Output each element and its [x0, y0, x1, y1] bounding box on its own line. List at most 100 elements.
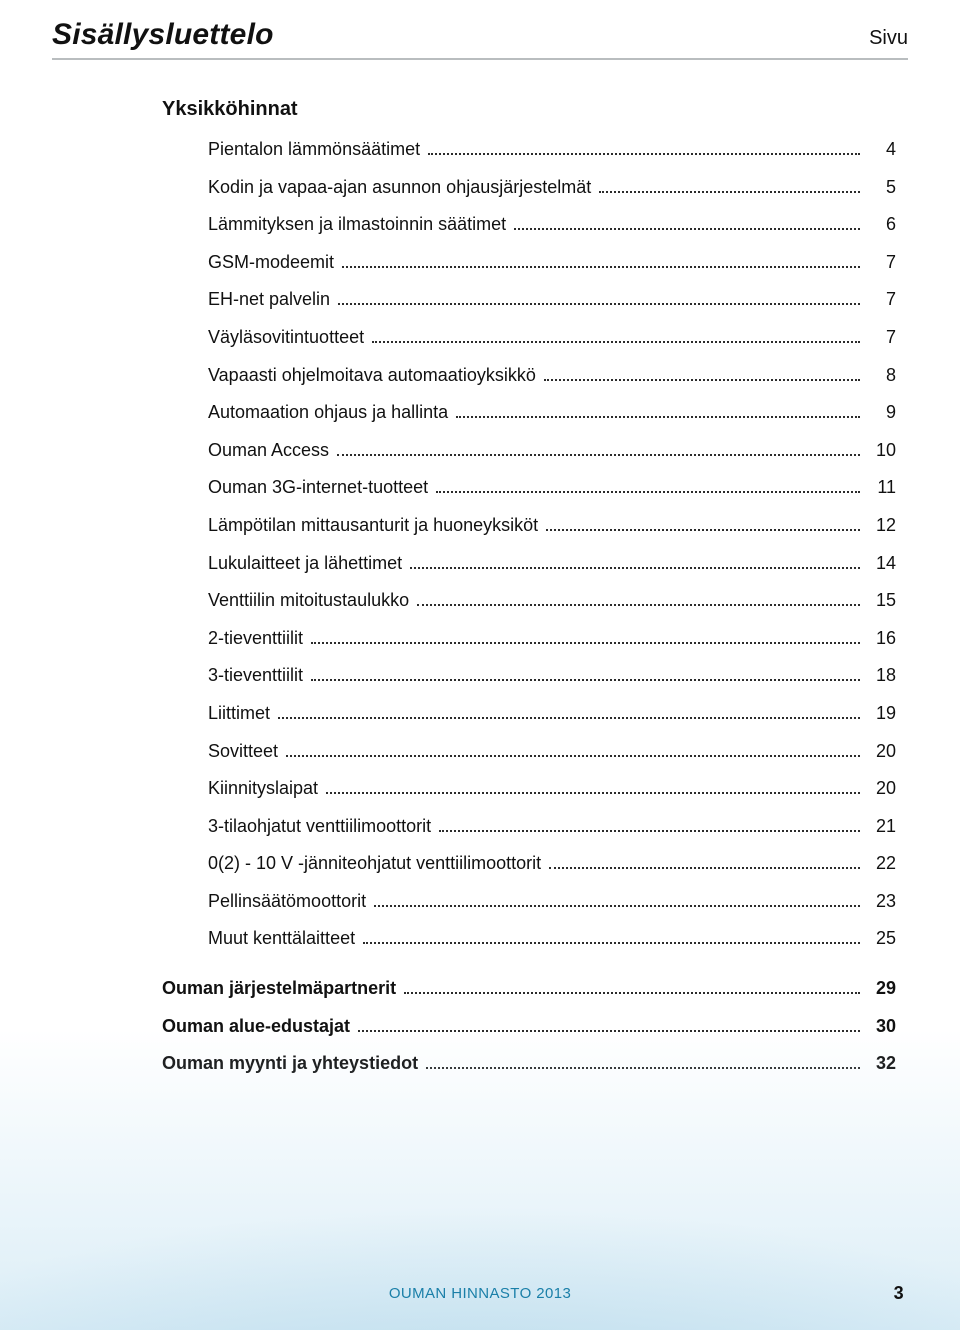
toc-dot-leader: [549, 857, 860, 869]
toc-entry: Liittimet 19: [208, 703, 896, 725]
toc-dot-leader: [544, 369, 860, 381]
toc-dot-leader: [599, 181, 860, 193]
toc-entry-label: Pientalon lämmönsäätimet: [208, 139, 420, 161]
toc-entry-label: Kodin ja vapaa-ajan asunnon ohjausjärjes…: [208, 177, 591, 199]
toc-entry: Lukulaitteet ja lähettimet 14: [208, 553, 896, 575]
toc-entry-label: EH-net palvelin: [208, 289, 330, 311]
toc-entry-page: 7: [868, 252, 896, 274]
toc-entry-label: 0(2) - 10 V -jänniteohjatut venttiilimoo…: [208, 853, 541, 875]
toc-entry: Kiinnityslaipat 20: [208, 778, 896, 800]
toc-entry-label: Ouman Access: [208, 440, 329, 462]
toc-entry-label: Väyläsovitintuotteet: [208, 327, 364, 349]
toc-entry-page: 18: [868, 665, 896, 687]
toc-entry-page: 11: [868, 477, 896, 499]
toc-dot-leader: [337, 444, 860, 456]
toc-entry-page: 7: [868, 289, 896, 311]
toc-entry-label: Venttiilin mitoitustaulukko: [208, 590, 409, 612]
toc-entry: GSM-modeemit 7: [208, 252, 896, 274]
toc-entry: Kodin ja vapaa-ajan asunnon ohjausjärjes…: [208, 177, 896, 199]
toc-entry-page: 22: [868, 853, 896, 875]
toc-dot-leader: [374, 895, 860, 907]
toc-dot-leader: [439, 820, 860, 832]
toc-entry-page: 5: [868, 177, 896, 199]
toc-entry-label: Automaation ohjaus ja hallinta: [208, 402, 448, 424]
toc-dot-leader: [426, 1057, 860, 1069]
toc-dot-leader: [436, 481, 860, 493]
toc-entry: Pellinsäätömoottorit 23: [208, 891, 896, 913]
toc-entry: Vapaasti ohjelmoitava automaatioyksikkö 8: [208, 365, 896, 387]
toc-entry-page: 15: [868, 590, 896, 612]
toc-entry-label: 3-tilaohjatut venttiilimoottorit: [208, 816, 431, 838]
toc-dot-leader: [372, 331, 860, 343]
toc-dot-leader: [338, 293, 860, 305]
toc-entry-page: 19: [868, 703, 896, 725]
toc-entry-label: 2-tieventtiilit: [208, 628, 303, 650]
toc-entry: Ouman Access 10: [208, 440, 896, 462]
toc-dot-leader: [311, 669, 860, 681]
toc-entry-page: 32: [868, 1053, 896, 1075]
toc-dot-leader: [404, 982, 860, 994]
toc-entry-page: 7: [868, 327, 896, 349]
toc-dot-leader: [546, 519, 860, 531]
toc-entry: 3-tieventtiilit 18: [208, 665, 896, 687]
toc-entry-page: 30: [868, 1016, 896, 1038]
toc-entry-label: Ouman alue-edustajat: [162, 1016, 350, 1038]
toc-dot-leader: [417, 594, 860, 606]
section-heading: Yksikköhinnat: [162, 98, 896, 121]
toc-dot-leader: [342, 256, 860, 268]
toc-entry-page: 10: [868, 440, 896, 462]
footer: OUMAN HINNASTO 2013 3: [0, 1285, 960, 1302]
toc-dot-leader: [428, 143, 860, 155]
toc-entry: 3-tilaohjatut venttiilimoottorit 21: [208, 816, 896, 838]
toc-entry-page: 20: [868, 741, 896, 763]
toc-entry-label: Pellinsäätömoottorit: [208, 891, 366, 913]
toc-entry-page: 6: [868, 214, 896, 236]
toc-entry-page: 9: [868, 402, 896, 424]
toc-entry: Muut kenttälaitteet25: [208, 928, 896, 950]
toc-entry-page: 8: [868, 365, 896, 387]
toc-entry-page: 12: [868, 515, 896, 537]
toc-entry-label: Ouman myynti ja yhteystiedot: [162, 1053, 418, 1075]
toc-entry: Pientalon lämmönsäätimet4: [208, 139, 896, 161]
toc-entry-page: 23: [868, 891, 896, 913]
toc-entry-page: 16: [868, 628, 896, 650]
toc-entry: Venttiilin mitoitustaulukko 15: [208, 590, 896, 612]
toc-entry: Ouman myynti ja yhteystiedot 32: [162, 1053, 896, 1075]
toc-content: Yksikköhinnat Pientalon lämmönsäätimet4 K…: [52, 60, 908, 1075]
toc-entry: Väyläsovitintuotteet 7: [208, 327, 896, 349]
toc-entry: 2-tieventtiilit 16: [208, 628, 896, 650]
toc-entry: EH-net palvelin 7: [208, 289, 896, 311]
toc-entry-label: Kiinnityslaipat: [208, 778, 318, 800]
toc-entry-label: Ouman 3G-internet-tuotteet: [208, 477, 428, 499]
page-column-label: Sivu: [869, 27, 908, 50]
toc-entry-label: Liittimet: [208, 703, 270, 725]
toc-dot-leader: [358, 1020, 860, 1032]
toc-entry-page: 29: [868, 978, 896, 1000]
toc-dot-leader: [363, 933, 860, 945]
toc-entry-label: Vapaasti ohjelmoitava automaatioyksikkö: [208, 365, 536, 387]
toc-entry: Lämpötilan mittausanturit ja huoneyksikö…: [208, 515, 896, 537]
toc-dot-leader: [456, 406, 860, 418]
toc-entries: Pientalon lämmönsäätimet4 Kodin ja vapaa-…: [162, 139, 896, 950]
toc-entry-label: Lukulaitteet ja lähettimet: [208, 553, 402, 575]
toc-entry-label: GSM-modeemit: [208, 252, 334, 274]
toc-entry-label: Ouman järjestelmäpartnerit: [162, 978, 396, 1000]
toc-entry-label: Lämpötilan mittausanturit ja huoneyksikö…: [208, 515, 538, 537]
toc-entry-page: 21: [868, 816, 896, 838]
toc-dot-leader: [311, 632, 860, 644]
toc-entry-label: Sovitteet: [208, 741, 278, 763]
toc-entry-page: 20: [868, 778, 896, 800]
toc-entry: Sovitteet 20: [208, 741, 896, 763]
toc-entry: Ouman alue-edustajat 30: [162, 1016, 896, 1038]
toc-entry: Ouman järjestelmäpartnerit 29: [162, 978, 896, 1000]
toc-entry: Automaation ohjaus ja hallinta 9: [208, 402, 896, 424]
toc-dot-leader: [286, 745, 860, 757]
toc-dot-leader: [278, 707, 860, 719]
toc-entry-label: 3-tieventtiilit: [208, 665, 303, 687]
toc-entry: 0(2) - 10 V -jänniteohjatut venttiilimoo…: [208, 853, 896, 875]
page-number: 3: [894, 1283, 904, 1304]
toc-entry-label: Lämmityksen ja ilmastoinnin säätimet: [208, 214, 506, 236]
toc-entry-page: 25: [868, 928, 896, 950]
toc-entry: Ouman 3G-internet-tuotteet 11: [208, 477, 896, 499]
toc-entry-page: 14: [868, 553, 896, 575]
